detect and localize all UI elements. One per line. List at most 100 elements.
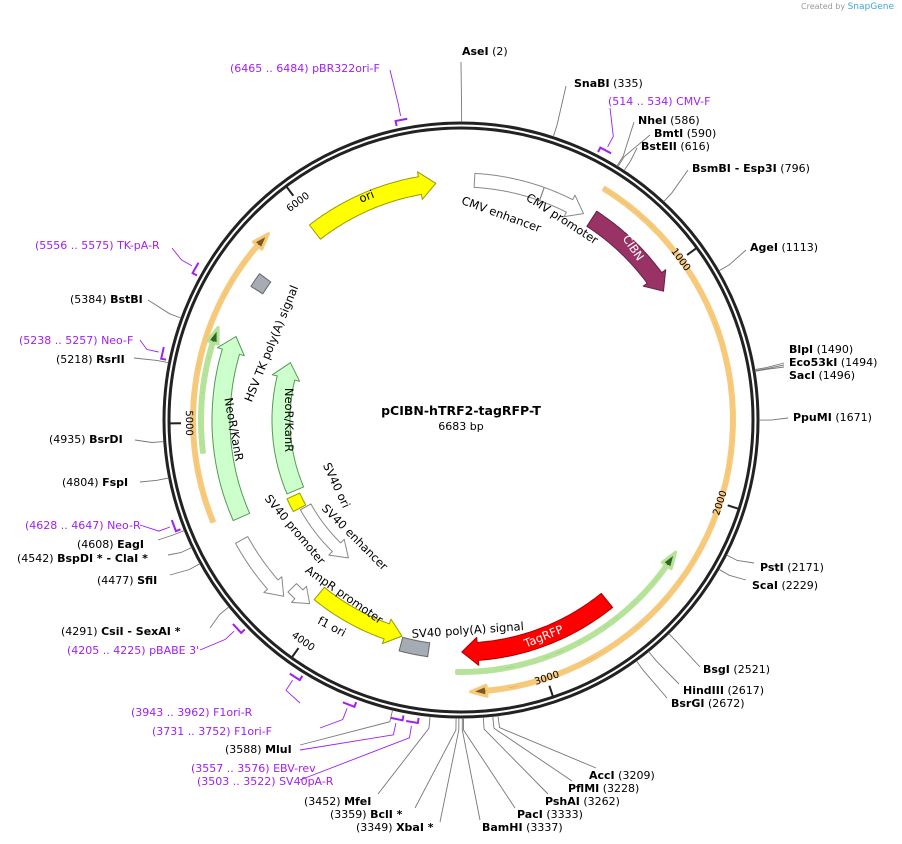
feature-ori[interactable] bbox=[308, 171, 437, 240]
primer-label-cmv-f[interactable]: (514 .. 534) CMV-F bbox=[608, 95, 710, 108]
site-leader-line bbox=[482, 717, 549, 795]
feature-ampr-promoter[interactable] bbox=[287, 583, 311, 605]
primer-leader-line bbox=[139, 524, 171, 532]
site-position: (1490) bbox=[817, 343, 854, 356]
tick-label: 1000 bbox=[668, 246, 692, 273]
site-label-blpi[interactable]: BlpI (1490) bbox=[789, 343, 853, 356]
site-position: (3228) bbox=[603, 782, 640, 795]
site-label-saci[interactable]: SacI (1496) bbox=[789, 369, 855, 382]
site-label-bstbi[interactable]: (5384) BstBI bbox=[70, 293, 143, 306]
site-name: BclI * bbox=[370, 808, 403, 821]
feature-hsv-tk-poly-a-signal[interactable] bbox=[250, 273, 272, 295]
site-name: BamHI bbox=[482, 821, 523, 834]
feature-span-15[interactable] bbox=[190, 232, 270, 524]
site-label-acci[interactable]: AccI (3209) bbox=[589, 769, 655, 782]
feature-span-14[interactable] bbox=[469, 186, 736, 698]
site-label-bspdi-clai[interactable]: (4542) BspDI * - ClaI * bbox=[17, 552, 148, 565]
site-label-bsmbi-esp3i[interactable]: BsmBI - Esp3I (796) bbox=[692, 162, 810, 175]
site-leader-line bbox=[377, 716, 431, 795]
primer-label-sv40pa-r[interactable]: (3503 .. 3522) SV40pA-R bbox=[197, 775, 334, 788]
feature-span-16[interactable] bbox=[455, 550, 678, 675]
site-label-eco53ki[interactable]: Eco53kI (1494) bbox=[789, 356, 877, 369]
site-leader-line bbox=[497, 715, 597, 769]
primer-range: (6465 .. 6484) bbox=[230, 62, 309, 75]
primer-label-pbr322ori-f[interactable]: (6465 .. 6484) pBR322ori-F bbox=[230, 62, 380, 75]
site-label-eagi[interactable]: (4608) EagI bbox=[77, 538, 144, 551]
feature-span-17[interactable] bbox=[198, 325, 220, 454]
primer-label-ebv-rev[interactable]: (3557 .. 3576) EBV-rev bbox=[191, 762, 316, 775]
site-name: AccI bbox=[589, 769, 615, 782]
site-leader-line bbox=[726, 554, 755, 564]
site-position: (616) bbox=[680, 140, 710, 153]
feature-f1-ori[interactable] bbox=[313, 586, 403, 645]
site-name: EagI bbox=[117, 538, 144, 551]
features-layer bbox=[190, 171, 736, 698]
site-label-asei[interactable]: AseI (2) bbox=[462, 45, 508, 58]
primer-leader-line bbox=[319, 708, 348, 729]
site-label-xbai[interactable]: (3349) XbaI * bbox=[356, 821, 434, 834]
site-position: (335) bbox=[613, 77, 643, 90]
primer-label-neo-r[interactable]: (4628 .. 4647) Neo-R bbox=[25, 519, 141, 532]
site-label-bsrdi[interactable]: (4935) BsrDI bbox=[49, 433, 123, 446]
feature-sv40-poly-a-signal[interactable] bbox=[398, 636, 431, 658]
site-position: (3209) bbox=[618, 769, 655, 782]
site-label-scai[interactable]: ScaI (2229) bbox=[752, 579, 818, 592]
site-label-rsrii[interactable]: (5218) RsrII bbox=[56, 353, 125, 366]
snapgene-credit: Created by SnapGene bbox=[801, 2, 894, 12]
site-position: (3452) bbox=[304, 795, 341, 808]
site-label-bamhi[interactable]: BamHI (3337) bbox=[482, 821, 563, 834]
feature-sv40-enhancer[interactable] bbox=[299, 503, 349, 559]
site-label-bsteii[interactable]: BstEII (616) bbox=[641, 140, 710, 153]
site-label-psti[interactable]: PstI (2171) bbox=[760, 561, 824, 574]
site-label-bmti[interactable]: BmtI (590) bbox=[654, 127, 716, 140]
site-label-agei[interactable]: AgeI (1113) bbox=[750, 241, 818, 254]
site-position: (4608) bbox=[77, 538, 114, 551]
tick-mark bbox=[686, 247, 697, 256]
site-label-sfii[interactable]: (4477) SfiI bbox=[97, 574, 157, 587]
site-label-hindiii[interactable]: HindIII (2617) bbox=[683, 684, 764, 697]
site-position: (1494) bbox=[841, 356, 878, 369]
site-label-pflmi[interactable]: PflMI (3228) bbox=[568, 782, 639, 795]
site-label-nhei[interactable]: NheI (586) bbox=[638, 114, 700, 127]
feature-tagrfp[interactable] bbox=[461, 592, 614, 666]
site-label-paci[interactable]: PacI (3333) bbox=[517, 808, 583, 821]
feature-cibn[interactable] bbox=[586, 210, 667, 292]
site-position: (2617) bbox=[727, 684, 764, 697]
site-label-mlui[interactable]: (3588) MluI bbox=[225, 743, 292, 756]
tick-label: 2000 bbox=[711, 489, 729, 517]
plasmid-size: 6683 bp bbox=[438, 420, 483, 433]
site-label-snabi[interactable]: SnaBI (335) bbox=[574, 77, 643, 90]
feature-cmv-promoter[interactable] bbox=[539, 187, 584, 218]
primer-label-pbabe-3[interactable]: (4205 .. 4225) pBABE 3' bbox=[67, 644, 199, 657]
site-position: (590) bbox=[687, 127, 717, 140]
site-leader-line bbox=[754, 364, 785, 372]
primer-label-neo-f[interactable]: (5238 .. 5257) Neo-F bbox=[19, 334, 133, 347]
feature-sv40-promoter[interactable] bbox=[235, 536, 285, 597]
site-label-ppumi[interactable]: PpuMI (1671) bbox=[793, 411, 872, 424]
site-position: (3349) bbox=[356, 821, 393, 834]
site-label-mfei[interactable]: (3452) MfeI bbox=[304, 795, 371, 808]
site-label-csii-sexai[interactable]: (4291) CsiI - SexAI * bbox=[61, 625, 181, 638]
primer-label-f1ori-f[interactable]: (3731 .. 3752) F1ori-F bbox=[152, 725, 272, 738]
site-name: AgeI bbox=[750, 241, 778, 254]
tick-mark bbox=[285, 186, 295, 197]
tick-label: 6000 bbox=[285, 191, 312, 215]
primer-label-tk-pa-r[interactable]: (5556 .. 5575) TK-pA-R bbox=[35, 239, 160, 252]
site-label-pshai[interactable]: PshAI (3262) bbox=[545, 795, 620, 808]
feature-neor-kanr[interactable] bbox=[271, 362, 305, 495]
site-name: BsmBI - Esp3I bbox=[692, 162, 777, 175]
site-label-bsgi[interactable]: BsgI (2521) bbox=[703, 663, 770, 676]
site-leader-line bbox=[439, 717, 460, 823]
primer-label-f1ori-r[interactable]: (3943 .. 3962) F1ori-R bbox=[131, 706, 253, 719]
site-position: (2) bbox=[492, 45, 508, 58]
site-name: XbaI * bbox=[396, 821, 434, 834]
site-position: (4542) bbox=[17, 552, 54, 565]
site-name: SacI bbox=[789, 369, 815, 382]
feature-sv40-ori[interactable] bbox=[286, 492, 307, 513]
site-label-bsrgi[interactable]: BsrGI (2672) bbox=[671, 697, 745, 710]
site-label-bcli[interactable]: (3359) BclI * bbox=[330, 808, 403, 821]
feature-neor-kanr[interactable] bbox=[211, 336, 251, 522]
site-position: (586) bbox=[670, 114, 700, 127]
site-label-fspi[interactable]: (4804) FspI bbox=[62, 476, 128, 489]
